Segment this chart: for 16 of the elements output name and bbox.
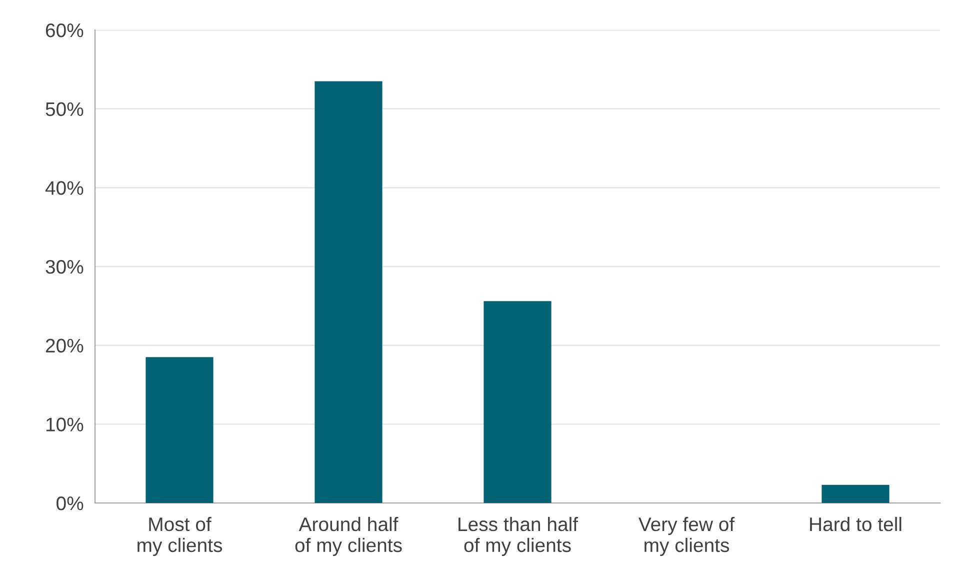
y-tick-label: 60% [46,23,84,38]
x-tick-label: Hard to tell [810,516,902,532]
x-tick-label: Around half of my clients [295,516,402,556]
x-tick-label: Less than half of my clients [458,516,578,556]
y-tick-label: 20% [46,338,84,353]
bar [484,301,552,503]
y-tick-label: 0% [56,496,84,510]
x-tick-label: Most of my clients [138,516,222,556]
bar [146,357,214,503]
y-tick-label: 30% [46,260,84,274]
bar [314,81,382,503]
bar [822,484,890,503]
x-tick-label: Very few of my clients [638,516,735,556]
y-tick-label: 50% [46,102,84,116]
y-tick-label: 10% [46,418,84,432]
y-tick-label: 40% [45,181,84,195]
